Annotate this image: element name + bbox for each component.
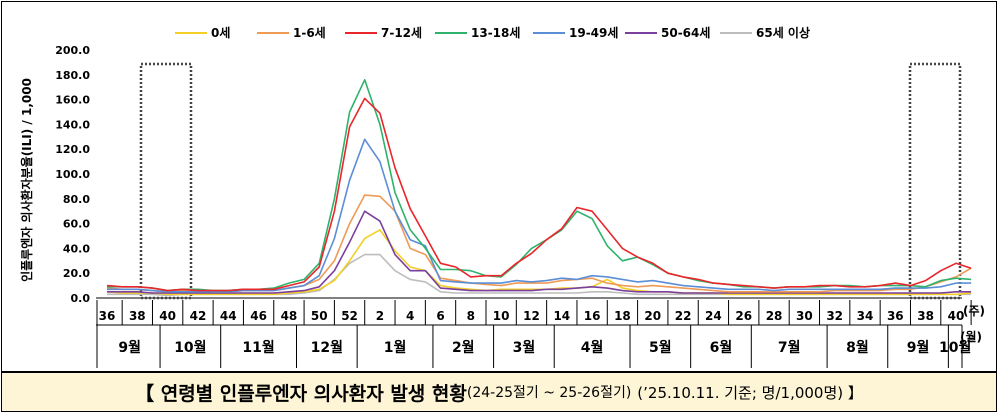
week-tick-label: 40 (948, 309, 965, 323)
ili-line-chart: 인플루엔자 의사환자분율(ILI) / 1,000 0.0 20.0 40.0 60.… (19, 25, 985, 368)
week-tick-label: 40 (159, 309, 176, 323)
y-axis-label: 인플루엔자 의사환자분율(ILI) / 1,000 (19, 78, 34, 282)
y-tick-label: 140.0 (55, 118, 90, 131)
highlight-box-end (908, 62, 962, 300)
highlight-box-start (139, 62, 193, 300)
week-tick-label: 14 (553, 309, 570, 323)
week-tick-label: 22 (675, 309, 692, 323)
y-tick-label: 0.0 (71, 292, 91, 305)
legend-entry: 7-12세 (381, 25, 422, 40)
y-tick-label: 120.0 (55, 143, 90, 156)
month-label: 10월 (939, 339, 971, 356)
week-tick-label: 44 (220, 309, 237, 323)
month-label: 10월 (174, 339, 206, 356)
legend-entry: 13-18세 (471, 25, 520, 40)
month-unit-label: (월) (960, 329, 982, 344)
week-tick-label: 8 (467, 309, 475, 323)
month-label: 4월 (581, 339, 604, 356)
week-tick-label: 34 (857, 309, 874, 323)
month-label: 7월 (778, 339, 801, 356)
series-line-2 (106, 97, 972, 292)
month-label: 12월 (311, 339, 343, 356)
y-tick-label: 200.0 (55, 44, 90, 57)
week-tick-label: 30 (796, 309, 813, 323)
month-label: 2월 (452, 339, 475, 356)
week-tick-label: 20 (644, 309, 661, 323)
legend-entry: 50-64세 (661, 25, 710, 40)
week-tick-label: 24 (705, 309, 722, 323)
series-line-5 (107, 210, 972, 294)
month-label: 11월 (242, 339, 274, 356)
week-tick-label: 36 (99, 309, 116, 323)
legend-entry: 65세 이상 (756, 25, 810, 40)
week-tick-label: 16 (584, 309, 601, 323)
y-tick-label: 60.0 (63, 218, 90, 231)
week-tick-label: 46 (250, 309, 267, 323)
month-label: 9월 (907, 339, 930, 356)
y-tick-label: 100.0 (55, 168, 90, 181)
legend-entry: 19-49세 (569, 25, 618, 40)
y-tick-label: 180.0 (55, 69, 90, 82)
week-tick-label: 36 (887, 309, 904, 323)
series-line-4 (107, 138, 972, 293)
legend-entry: 1-6세 (293, 25, 326, 40)
week-tick-label: 38 (917, 309, 934, 323)
week-tick-label: 4 (406, 309, 414, 323)
week-tick-label: 2 (376, 309, 384, 323)
week-tick-label: 12 (523, 309, 540, 323)
week-tick-label: 32 (826, 309, 843, 323)
y-tick-label: 40.0 (63, 242, 90, 255)
y-tick-label: 80.0 (63, 193, 90, 206)
week-unit-label: (주) (963, 304, 985, 318)
month-label: 3월 (513, 339, 536, 356)
week-tick-label: 26 (735, 309, 752, 323)
week-tick-label: 52 (341, 309, 358, 323)
month-label: 8월 (846, 339, 869, 356)
week-tick-label: 38 (129, 309, 146, 323)
caption-main: 【 연령별 인플루엔자 의사환자 발생 현황 (135, 382, 467, 405)
week-tick-label: 48 (281, 309, 298, 323)
y-tick-label: 160.0 (55, 94, 90, 107)
month-label: 5월 (649, 339, 672, 356)
month-label: 9월 (118, 339, 141, 356)
week-tick-label: 10 (493, 309, 510, 323)
caption-date: (’25.10.11. 기준; 명/1,000명) 】 (637, 383, 863, 402)
week-tick-label: 28 (766, 309, 783, 323)
figure-caption: 【 연령별 인플루엔자 의사환자 발생 현황 (24-25절기 ~ 25-26절… (2, 371, 996, 411)
y-tick-label: 20.0 (63, 267, 90, 280)
series-line-0 (106, 229, 972, 296)
month-label: 6월 (710, 339, 733, 356)
caption-season: (24-25절기 ~ 25-26절기) (466, 385, 632, 401)
month-label: 1월 (384, 339, 407, 356)
week-tick-label: 42 (190, 309, 207, 323)
legend-entry: 0세 (211, 25, 230, 40)
week-tick-label: 50 (311, 309, 328, 323)
week-tick-label: 18 (614, 309, 631, 323)
week-tick-label: 6 (436, 309, 444, 323)
series-line-3 (107, 79, 972, 292)
